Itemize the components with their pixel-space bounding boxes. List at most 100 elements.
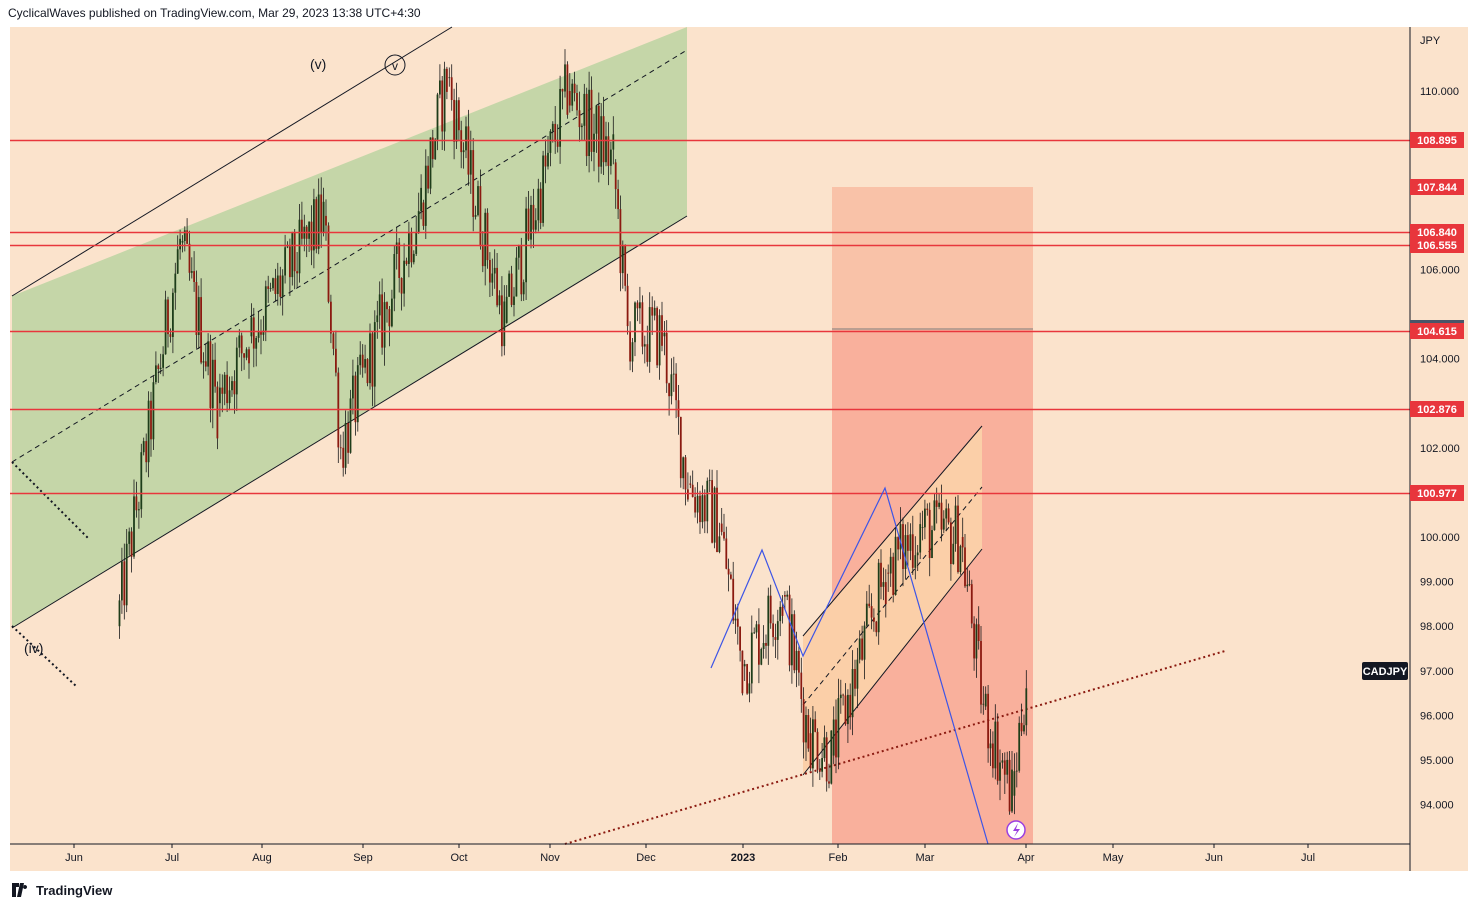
x-tick-label: Jun: [65, 852, 83, 864]
candle-body: [588, 89, 590, 156]
candle-body: [847, 694, 849, 725]
candle-body: [255, 338, 258, 349]
x-tick-label: Mar: [916, 852, 935, 864]
candle-body: [330, 301, 332, 334]
candle-body: [264, 286, 267, 331]
price-tag: [1410, 179, 1464, 195]
footer-brand[interactable]: TradingView: [10, 880, 112, 900]
candle-body: [498, 295, 501, 306]
candle-body: [643, 344, 646, 347]
candle-body: [909, 534, 912, 551]
candle-body: [147, 400, 150, 463]
candle-body: [689, 483, 692, 485]
price-tag-label: 107.844: [1417, 182, 1458, 194]
candle-body: [716, 487, 718, 552]
candle-body: [121, 561, 123, 601]
candle-body: [966, 584, 969, 587]
candle-body: [486, 212, 489, 261]
candle-body: [703, 495, 706, 522]
candle-body: [415, 232, 418, 254]
candle-body: [590, 89, 593, 152]
candle-body: [347, 423, 349, 453]
candle-body: [950, 522, 952, 564]
candle-body: [284, 247, 286, 276]
candle-body: [515, 257, 518, 297]
candle-body: [388, 309, 391, 327]
candle-body: [429, 137, 432, 189]
candle-body: [916, 552, 919, 556]
candle-body: [679, 416, 682, 479]
candle-body: [322, 201, 325, 233]
candle-body: [614, 162, 617, 190]
candle-body: [902, 524, 904, 569]
y-tick-label: 95.000: [1420, 755, 1454, 767]
candle-body: [233, 381, 236, 395]
candle-body: [327, 225, 330, 302]
candle-body: [412, 253, 415, 263]
candle-body: [472, 150, 475, 217]
candle-body: [465, 126, 467, 151]
candle-body: [453, 99, 455, 142]
candle-body: [684, 457, 687, 490]
candle-body: [882, 582, 885, 587]
candle-body: [386, 302, 388, 310]
candle-body: [510, 273, 513, 305]
candle-body: [469, 150, 472, 175]
levels-layer: [10, 139, 1410, 495]
candle-body: [537, 188, 540, 221]
candle-body: [723, 531, 725, 539]
candle-body: [670, 374, 673, 397]
candle-body: [439, 80, 441, 95]
candle-body: [897, 536, 899, 550]
candle-body: [954, 505, 957, 544]
candle-body: [823, 737, 826, 759]
candle-body: [696, 495, 699, 513]
candle-body: [467, 126, 470, 175]
symbol-tag-label: CADJPY: [1363, 666, 1408, 678]
candle-body: [984, 693, 987, 707]
candle-body: [952, 543, 955, 564]
x-tick-label: Jul: [1301, 852, 1315, 864]
candle-body: [651, 307, 654, 316]
candle-body: [739, 626, 741, 651]
candle-body: [687, 489, 689, 500]
candle-body: [431, 137, 434, 160]
candle-body: [798, 650, 800, 673]
candle-body: [489, 260, 491, 283]
price-tag-label: 106.555: [1417, 240, 1457, 252]
x-tick-label: Sep: [353, 852, 373, 864]
candle-body: [877, 562, 880, 633]
candle-body: [279, 275, 282, 297]
candle-body: [957, 505, 959, 572]
candle-body: [774, 637, 777, 640]
candle-body: [894, 536, 897, 595]
candle-body: [1001, 760, 1004, 763]
candle-body: [849, 694, 852, 718]
candle-body: [296, 271, 298, 274]
candle-body: [863, 625, 866, 660]
footer-brand-label: TradingView: [36, 882, 113, 898]
candle-body: [281, 275, 284, 297]
price-tag: [1410, 224, 1464, 240]
candle-body: [320, 194, 323, 233]
candle-body: [118, 600, 121, 627]
wave-circle-marker: [384, 54, 406, 76]
candle-body: [214, 359, 216, 387]
candle-body: [308, 221, 310, 239]
candle-body: [935, 500, 938, 507]
candle-body: [383, 302, 386, 348]
candle-body: [462, 150, 465, 153]
price-tag-label: 102.876: [1417, 404, 1457, 416]
candle-body: [746, 664, 748, 694]
candle-body: [725, 538, 728, 569]
candle-body: [352, 375, 354, 399]
candle-body: [190, 271, 193, 273]
candle-body: [138, 509, 140, 511]
candle-body: [583, 93, 586, 126]
candle-body: [532, 204, 535, 230]
y-tick-label: 110.000: [1420, 86, 1459, 98]
candle-body: [636, 302, 639, 309]
candle-body: [479, 186, 482, 247]
candle-body: [904, 535, 907, 569]
